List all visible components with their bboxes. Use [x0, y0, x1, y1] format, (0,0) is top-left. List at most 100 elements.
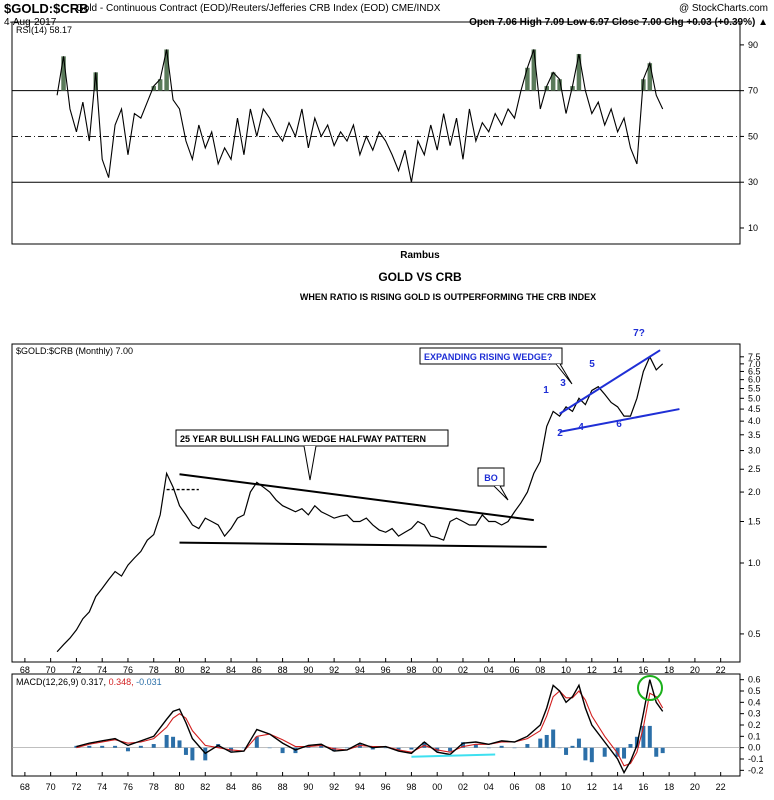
macd-histogram-bar: [267, 747, 272, 749]
macd-histogram-bar: [383, 747, 388, 749]
wedge-label-pointer: [303, 445, 317, 481]
macd-signal-line: [76, 690, 664, 767]
macd-histogram-bar: [190, 747, 195, 761]
macd-xtick-label: 84: [226, 782, 236, 792]
price-tick-label: 1.0: [748, 558, 761, 568]
macd-green-circle: [637, 675, 663, 701]
macd-tick-label: 0.1: [748, 731, 761, 741]
macd-histogram-bar: [641, 725, 646, 748]
macd-xtick-label: 70: [46, 782, 56, 792]
macd-xtick-label: 96: [381, 782, 391, 792]
macd-tick-label: -0.1: [748, 754, 764, 764]
macd-histogram-bar: [345, 747, 350, 749]
price-legend: $GOLD:$CRB (Monthly) 7.00: [16, 346, 133, 356]
macd-histogram-bar: [74, 745, 79, 748]
rsi-overbought-fill: [557, 79, 562, 91]
price-series-line: [56, 355, 664, 653]
bo-box: [477, 467, 505, 487]
rising-wedge-lower: [559, 408, 680, 433]
price-xtick-label: 98: [406, 665, 416, 675]
macd-histogram-bar: [396, 747, 401, 750]
rsi-panel-frame: [11, 21, 741, 245]
macd-histogram-bar: [473, 744, 478, 748]
macd-histogram-bar: [486, 747, 491, 749]
macd-histogram-bar: [615, 747, 620, 757]
price-xtick-label: 88: [278, 665, 288, 675]
macd-xtick-label: 12: [587, 782, 597, 792]
price-xtick-label: 90: [303, 665, 313, 675]
macd-xtick-label: 06: [510, 782, 520, 792]
expanding-label-text: EXPANDING RISING WEDGE?: [424, 352, 552, 362]
price-xtick-label: 86: [252, 665, 262, 675]
price-xtick-label: 96: [381, 665, 391, 675]
wave-label-n6: 6: [616, 419, 622, 430]
macd-histogram-bar: [280, 747, 285, 754]
wave-label-n3: 3: [560, 378, 566, 389]
price-xtick-label: 20: [690, 665, 700, 675]
price-xtick-label: 82: [200, 665, 210, 675]
macd-xtick-label: 02: [458, 782, 468, 792]
macd-histogram-bar: [654, 747, 659, 757]
macd-histogram-bar: [113, 745, 118, 748]
macd-histogram-bar: [164, 734, 169, 748]
macd-xtick-label: 82: [200, 782, 210, 792]
price-tick-label: 2.5: [748, 464, 761, 474]
wave-label-n1: 1: [543, 385, 549, 396]
price-xtick-label: 12: [587, 665, 597, 675]
bo-pointer: [493, 485, 509, 501]
macd-histogram-bar: [551, 729, 556, 748]
rsi-overbought-fill: [151, 86, 156, 91]
rsi-tick-label: 50: [748, 131, 758, 141]
price-xtick-label: 70: [46, 665, 56, 675]
wave-label-n5: 5: [589, 359, 595, 370]
macd-histogram-bar: [370, 747, 375, 750]
price-xtick-label: 68: [20, 665, 30, 675]
macd-histogram-bar: [576, 738, 581, 748]
chart-title: GOLD VS CRB: [378, 270, 462, 284]
price-tick-label: 4.5: [748, 404, 761, 414]
rsi-overbought-fill: [576, 54, 582, 91]
macd-histogram-bar: [499, 745, 504, 748]
macd-xtick-label: 16: [638, 782, 648, 792]
macd-xtick-label: 04: [484, 782, 494, 792]
macd-tick-label: 0.6: [748, 675, 761, 685]
macd-histogram-bar: [254, 736, 259, 748]
macd-xtick-label: 92: [329, 782, 339, 792]
rsi-overbought-fill: [61, 56, 66, 91]
price-xtick-label: 08: [535, 665, 545, 675]
macd-xtick-label: 20: [690, 782, 700, 792]
price-tick-label: 1.5: [748, 516, 761, 526]
price-xtick-label: 00: [432, 665, 442, 675]
wave-label-n2: 2: [557, 428, 563, 439]
price-tick-label: 5.0: [748, 393, 761, 403]
wave-label-n7: 7?: [633, 328, 645, 339]
macd-xtick-label: 74: [97, 782, 107, 792]
macd-tick-label: 0.2: [748, 720, 761, 730]
macd-histogram-bar: [647, 725, 652, 748]
macd-tick-label: -0.2: [748, 765, 764, 775]
macd-histogram-bar: [589, 747, 594, 763]
macd-histogram-bar: [151, 744, 156, 748]
price-xtick-label: 14: [613, 665, 623, 675]
bo-label: BO: [484, 473, 498, 483]
macd-xtick-label: 90: [303, 782, 313, 792]
price-xtick-label: 72: [71, 665, 81, 675]
macd-xtick-label: 68: [20, 782, 30, 792]
macd-histogram-bar: [100, 745, 105, 748]
expanding-label-box: [419, 347, 563, 365]
macd-line: [76, 679, 664, 775]
rsi-tick-label: 70: [748, 86, 758, 96]
rsi-overbought-fill: [93, 72, 99, 91]
macd-histogram-bar: [171, 736, 176, 748]
rsi-overbought-fill: [525, 67, 530, 91]
price-tick-label: 6.5: [748, 366, 761, 376]
price-xtick-label: 10: [561, 665, 571, 675]
symbol-description: Gold - Continuous Contract (EOD)/Reuters…: [76, 3, 441, 14]
rsi-overbought-fill: [647, 63, 653, 91]
rsi-tick-label: 10: [748, 223, 758, 233]
price-tick-label: 0.5: [748, 629, 761, 639]
price-tick-label: 6.0: [748, 375, 761, 385]
macd-xtick-label: 88: [278, 782, 288, 792]
price-tick-label: 7.0: [748, 359, 761, 369]
